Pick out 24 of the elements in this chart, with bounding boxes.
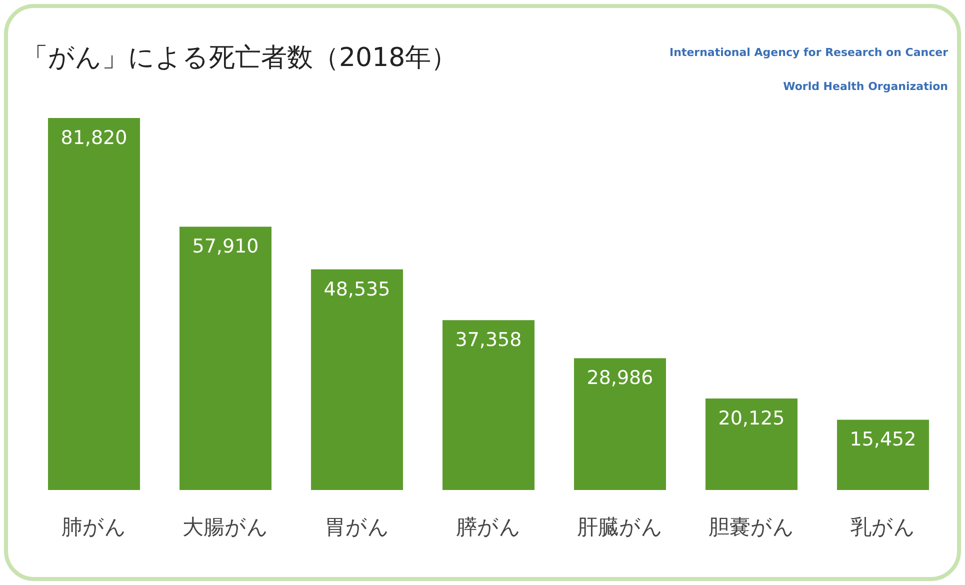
x-tick-label: 膵がん [456,515,521,539]
x-tick-label: 胆嚢がん [708,515,794,539]
x-tick-label: 大腸がん [182,515,268,539]
data-label: 15,452 [850,428,916,451]
bar [837,420,929,490]
data-label: 28,986 [586,367,654,390]
x-tick-label: 乳がん [850,515,916,539]
bar [48,118,140,490]
bar [574,358,666,490]
x-tick-label: 肝臓がん [577,515,663,539]
x-tick-label: 肺がん [62,515,126,539]
x-tick-label: 胃がん [324,515,390,539]
bar [311,269,403,490]
data-label: 81,820 [60,127,128,149]
text: World Health Organization [783,80,948,93]
chart-title: 「がん」による死亡者数（2018年） [22,43,458,73]
bar [706,398,798,490]
bar [180,226,272,490]
data-label: 37,358 [455,329,522,352]
bar [442,320,534,490]
data-label: 20,125 [718,408,785,430]
data-label: 48,535 [324,278,390,300]
data-label: 57,910 [192,236,259,258]
text: International Agency for Research on Cancer [670,46,949,59]
